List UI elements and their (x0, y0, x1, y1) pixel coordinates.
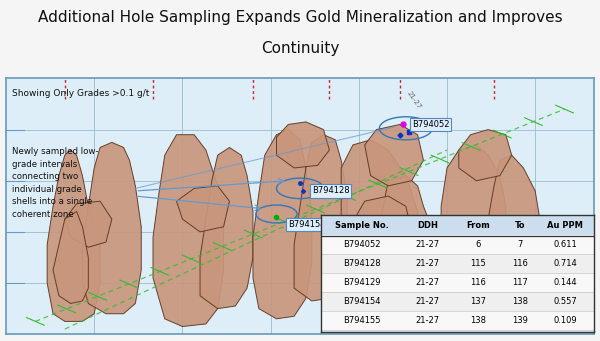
FancyBboxPatch shape (321, 273, 594, 292)
Polygon shape (153, 135, 224, 327)
Text: From: From (466, 221, 490, 230)
Polygon shape (47, 150, 100, 321)
Text: 117: 117 (512, 278, 528, 287)
Polygon shape (500, 257, 541, 316)
Polygon shape (365, 124, 424, 186)
Text: B794052: B794052 (412, 120, 449, 129)
Text: 137: 137 (470, 297, 486, 306)
Text: Newly sampled low-
grade intervals
connecting two
individual grade
shells into a: Newly sampled low- grade intervals conne… (12, 147, 98, 219)
Polygon shape (53, 211, 88, 303)
Text: B794129: B794129 (343, 278, 381, 287)
Polygon shape (441, 145, 506, 296)
Text: 116: 116 (470, 278, 486, 287)
Text: B794128: B794128 (312, 187, 349, 195)
Polygon shape (482, 155, 541, 283)
Text: 0.611: 0.611 (553, 240, 577, 249)
Text: 115: 115 (470, 259, 486, 268)
Text: 21-27: 21-27 (415, 297, 440, 306)
Text: 139: 139 (512, 316, 528, 325)
Text: Showing Only Grades >0.1 g/t: Showing Only Grades >0.1 g/t (12, 89, 149, 98)
Polygon shape (341, 140, 418, 309)
Text: 21-27: 21-27 (415, 278, 440, 287)
FancyBboxPatch shape (321, 235, 594, 254)
FancyBboxPatch shape (321, 215, 594, 236)
Polygon shape (65, 201, 112, 247)
Text: Au PPM: Au PPM (547, 221, 583, 230)
Text: 21-27: 21-27 (415, 240, 440, 249)
Polygon shape (176, 186, 229, 232)
Text: DDH: DDH (417, 221, 438, 230)
Text: 138: 138 (512, 297, 528, 306)
Text: 116: 116 (512, 259, 528, 268)
Text: 0.109: 0.109 (554, 316, 577, 325)
Text: 0.714: 0.714 (553, 259, 577, 268)
Text: 138: 138 (470, 316, 486, 325)
Polygon shape (253, 130, 312, 319)
Text: 21-27: 21-27 (415, 259, 440, 268)
Polygon shape (277, 122, 329, 168)
Polygon shape (82, 143, 141, 314)
Text: B794155: B794155 (343, 316, 381, 325)
Text: To: To (515, 221, 526, 230)
Text: Additional Hole Sampling Expands Gold Mineralization and Improves: Additional Hole Sampling Expands Gold Mi… (38, 10, 562, 25)
Text: 0.557: 0.557 (553, 297, 577, 306)
FancyBboxPatch shape (321, 292, 594, 311)
Polygon shape (371, 176, 435, 321)
Text: 21-27: 21-27 (415, 316, 440, 325)
Polygon shape (200, 147, 253, 309)
Polygon shape (353, 196, 412, 257)
Text: 0.144: 0.144 (554, 278, 577, 287)
Text: 7: 7 (518, 240, 523, 249)
FancyBboxPatch shape (321, 311, 594, 330)
Text: 6: 6 (475, 240, 481, 249)
Text: B794128: B794128 (343, 259, 381, 268)
Text: Sample No.: Sample No. (335, 221, 389, 230)
Text: 21-27: 21-27 (406, 90, 422, 110)
Text: B794052: B794052 (343, 240, 381, 249)
Polygon shape (294, 135, 347, 301)
Text: B794154: B794154 (343, 297, 381, 306)
Text: B794154: B794154 (288, 220, 326, 229)
FancyBboxPatch shape (321, 254, 594, 273)
Polygon shape (459, 130, 512, 181)
Text: Continuity: Continuity (261, 41, 339, 56)
